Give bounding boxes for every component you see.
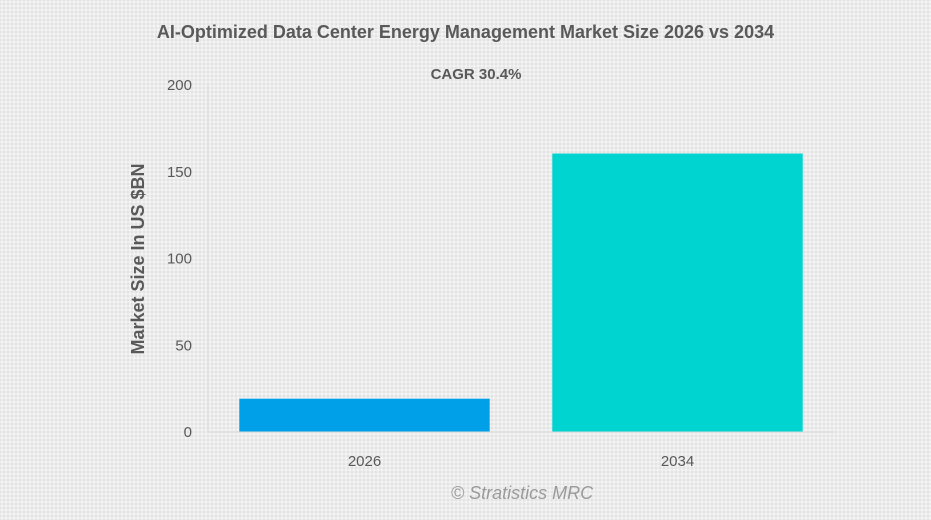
y-tick-label: 200: [167, 77, 192, 94]
y-tick-label: 150: [167, 164, 192, 181]
watermark-text: © Stratistics MRC: [451, 483, 594, 503]
chart-title: AI-Optimized Data Center Energy Manageme…: [156, 22, 775, 42]
bar-2026: [239, 398, 490, 432]
cagr-annotation: CAGR 30.4%: [431, 66, 522, 83]
y-tick-label: 50: [175, 337, 192, 354]
bar-2034: [552, 153, 803, 432]
x-tick-label: 2034: [661, 453, 694, 470]
y-tick-label: 100: [167, 251, 192, 268]
x-axis-ticks: 2026 2034: [348, 453, 694, 470]
bars-group: [239, 153, 803, 432]
y-axis-ticks: 0 50 100 150 200: [167, 77, 192, 441]
y-tick-label: 0: [184, 424, 192, 441]
y-axis-title: Market Size In US $BN: [128, 163, 148, 354]
x-tick-label: 2026: [348, 453, 381, 470]
